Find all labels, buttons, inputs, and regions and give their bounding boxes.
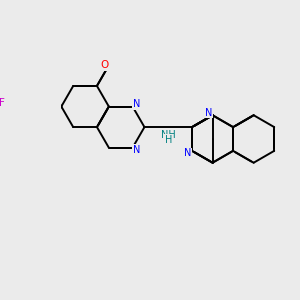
Text: NH: NH [161,130,176,140]
Text: O: O [100,60,109,70]
Text: N: N [133,145,140,155]
Text: N: N [205,108,212,118]
Text: N: N [184,148,191,158]
Text: F: F [0,98,5,108]
Text: H: H [164,135,172,145]
Text: N: N [133,99,140,109]
